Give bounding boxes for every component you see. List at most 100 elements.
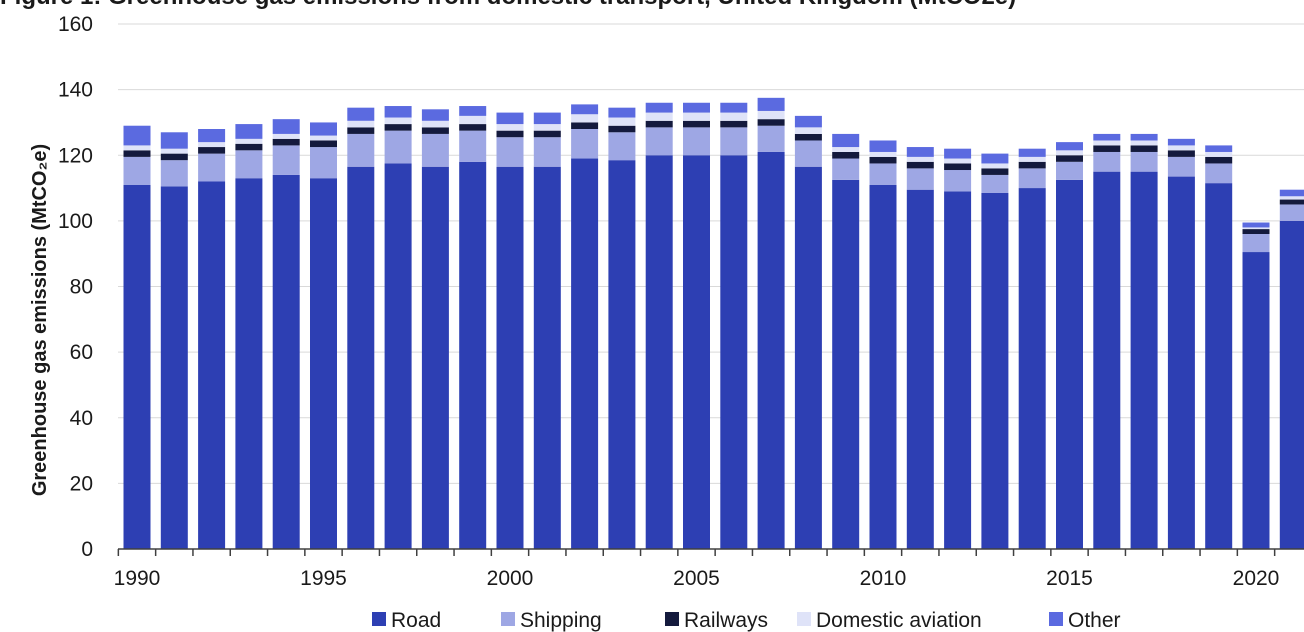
bar-other-2005 (683, 102, 710, 113)
bar-railways-2020 (1242, 229, 1270, 234)
bar-other-2008 (794, 115, 822, 128)
bar-other-1995 (310, 122, 337, 136)
bar-railways-2014 (1018, 161, 1046, 169)
bar-road-2008 (794, 166, 822, 549)
bar-other-1996 (347, 107, 375, 121)
bar-domestic-aviation-2016 (1093, 140, 1121, 146)
bar-domestic-aviation-2020 (1242, 227, 1270, 230)
y-axis-label: Greenhouse gas emissions (MtCO₂e) (29, 144, 51, 496)
bar-railways-2021 (1279, 199, 1304, 205)
bar-other-2016 (1093, 133, 1121, 141)
y-axis-ticks: 0 20 40 60 80 100 120 140 160 (58, 13, 93, 561)
bar-railways-2017 (1130, 145, 1158, 152)
bar-shipping-2009 (832, 158, 860, 180)
bar-stack-2003 (608, 107, 636, 549)
bar-domestic-aviation-2001 (533, 124, 561, 131)
bar-other-2004 (645, 102, 673, 113)
bar-stack-1998 (421, 109, 449, 549)
bar-other-2012 (944, 148, 972, 159)
bar-stack-2009 (832, 133, 860, 549)
bar-stack-2016 (1093, 133, 1121, 549)
y-tick-label: 20 (70, 472, 93, 495)
x-tick-label: 1990 (114, 567, 161, 590)
bar-railways-1995 (310, 140, 337, 148)
bar-road-2019 (1205, 183, 1233, 549)
bar-shipping-2005 (683, 127, 710, 156)
bar-domestic-aviation-2002 (571, 114, 599, 123)
bar-stack-2021 (1279, 189, 1304, 549)
bar-other-1998 (421, 109, 449, 121)
bar-railways-1996 (347, 127, 375, 134)
bar-domestic-aviation-1995 (310, 135, 337, 141)
bar-shipping-2002 (571, 129, 599, 159)
legend-label: Shipping (520, 609, 602, 632)
bar-other-2007 (757, 97, 785, 111)
bar-domestic-aviation-1997 (384, 117, 412, 125)
bar-railways-2004 (645, 120, 673, 128)
bar-road-1996 (347, 166, 375, 549)
bar-stack-1992 (198, 129, 226, 549)
bar-road-2004 (645, 155, 673, 549)
bar-other-1991 (160, 132, 188, 149)
bar-railways-2009 (832, 151, 860, 159)
bar-other-2009 (832, 133, 860, 148)
legend-swatch-other (1049, 612, 1063, 626)
bar-other-2017 (1130, 133, 1158, 141)
bar-stack-2017 (1130, 133, 1158, 549)
bar-road-1992 (198, 181, 226, 549)
bar-domestic-aviation-2014 (1018, 156, 1046, 162)
bar-other-2001 (533, 112, 561, 125)
bar-railways-2010 (869, 156, 897, 164)
bar-other-1994 (272, 119, 300, 134)
bar-road-2011 (906, 189, 934, 549)
bar-domestic-aviation-2007 (757, 110, 785, 120)
bar-shipping-2012 (944, 170, 972, 192)
bar-road-2018 (1167, 176, 1195, 549)
y-tick-label: 40 (70, 407, 93, 430)
bar-shipping-2013 (981, 174, 1009, 193)
bar-shipping-1997 (384, 130, 412, 164)
bar-other-1997 (384, 106, 412, 118)
bar-shipping-2008 (794, 140, 822, 167)
y-tick-label: 120 (58, 144, 93, 167)
bar-road-1999 (459, 161, 487, 549)
bar-stack-2007 (757, 97, 785, 549)
bar-railways-1992 (198, 147, 226, 154)
bar-stack-2008 (794, 115, 822, 549)
bar-shipping-1994 (272, 145, 300, 175)
bar-domestic-aviation-2019 (1205, 151, 1233, 157)
bar-stack-2014 (1018, 148, 1046, 549)
bar-domestic-aviation-2003 (608, 117, 636, 126)
bar-shipping-2011 (906, 168, 934, 190)
x-tick-label: 2015 (1046, 567, 1093, 590)
bar-railways-1990 (123, 150, 151, 157)
bar-railways-1991 (160, 153, 188, 161)
bar-stack-2018 (1167, 138, 1195, 549)
bar-domestic-aviation-1994 (272, 133, 300, 139)
chart-title: Figure 1: Greenhouse gas emissions from … (0, 0, 1304, 10)
bar-railways-2005 (683, 120, 710, 128)
bar-stack-2011 (906, 147, 934, 549)
bar-shipping-2017 (1130, 151, 1158, 172)
bar-road-2014 (1018, 188, 1046, 549)
bar-road-2006 (720, 155, 748, 549)
bar-railways-2006 (720, 120, 748, 128)
bar-domestic-aviation-1991 (160, 148, 188, 154)
bar-road-2021 (1279, 220, 1304, 549)
bar-road-2012 (944, 191, 972, 549)
legend-swatch-railways (665, 612, 679, 626)
legend-swatch-domestic-aviation (797, 612, 811, 626)
bar-shipping-2015 (1056, 161, 1083, 180)
bar-shipping-2003 (608, 132, 636, 161)
legend-label: Other (1068, 609, 1121, 632)
bar-domestic-aviation-2012 (944, 158, 972, 164)
bar-domestic-aviation-2013 (981, 163, 1009, 169)
bar-stack-1997 (384, 106, 412, 549)
bar-shipping-1996 (347, 133, 375, 167)
bar-domestic-aviation-1996 (347, 120, 375, 128)
bar-road-2016 (1093, 171, 1121, 549)
bar-stack-1991 (160, 132, 188, 549)
bar-road-2010 (869, 184, 897, 549)
bar-domestic-aviation-2005 (683, 112, 710, 121)
y-tick-label: 60 (70, 341, 93, 364)
